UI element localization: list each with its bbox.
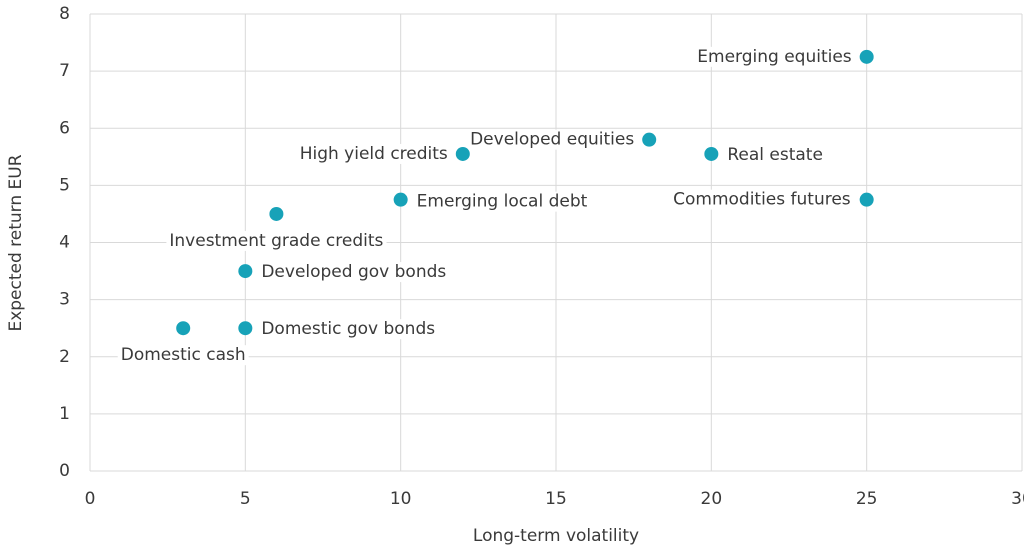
point (176, 321, 191, 336)
label-background (694, 46, 855, 67)
label-background (258, 319, 439, 340)
point-label: Real estate (727, 145, 823, 165)
grid: 0 5 10 15 20 25 30 0 1 2 3 4 5 6 7 8 (59, 4, 1024, 509)
point (859, 49, 874, 64)
labels: Emerging equities Developed equities High … (117, 46, 855, 366)
y-tick-label: 4 (59, 233, 70, 253)
y-tick-label: 1 (59, 404, 70, 424)
y-tick-label: 0 (59, 461, 70, 481)
x-axis-title: Long-term volatility (473, 526, 639, 546)
point-label: Emerging local debt (417, 192, 588, 212)
point-label: Emerging equities (697, 47, 852, 67)
point (269, 206, 284, 221)
point (642, 132, 657, 147)
y-tick-label: 2 (59, 347, 70, 367)
x-tick-label: 25 (856, 489, 878, 509)
label-background (670, 189, 854, 210)
label-background (166, 230, 387, 251)
y-tick-label: 3 (59, 290, 70, 310)
label-background (413, 191, 591, 212)
point-label: Developed equities (470, 130, 634, 150)
label-background (724, 144, 826, 165)
point (393, 192, 408, 207)
point-label: Domestic gov bonds (261, 319, 435, 339)
x-tick-label: 10 (390, 489, 412, 509)
y-tick-label: 5 (59, 175, 70, 195)
x-tick-label: 15 (545, 489, 567, 509)
label-background (258, 262, 450, 283)
point (859, 192, 874, 207)
y-tick-label: 7 (59, 61, 70, 81)
x-tick-label: 30 (1011, 489, 1024, 509)
point-label: Commodities futures (673, 190, 851, 210)
y-tick-label: 8 (59, 4, 70, 24)
points (176, 49, 874, 336)
x-tick-label: 20 (701, 489, 723, 509)
x-tick-label: 0 (85, 489, 96, 509)
point (238, 321, 253, 336)
label-background (117, 345, 249, 366)
label-background (296, 143, 451, 164)
point-label: Investment grade credits (169, 231, 383, 251)
point (455, 146, 470, 161)
point (704, 146, 719, 161)
point (238, 264, 253, 279)
label-background (467, 129, 638, 150)
x-tick-label: 5 (240, 489, 251, 509)
y-tick-label: 6 (59, 118, 70, 138)
point-label: Domestic cash (121, 345, 246, 365)
point-label: High yield credits (300, 144, 448, 164)
y-axis-title: Expected return EUR (6, 154, 26, 331)
point-label: Developed gov bonds (261, 262, 446, 282)
